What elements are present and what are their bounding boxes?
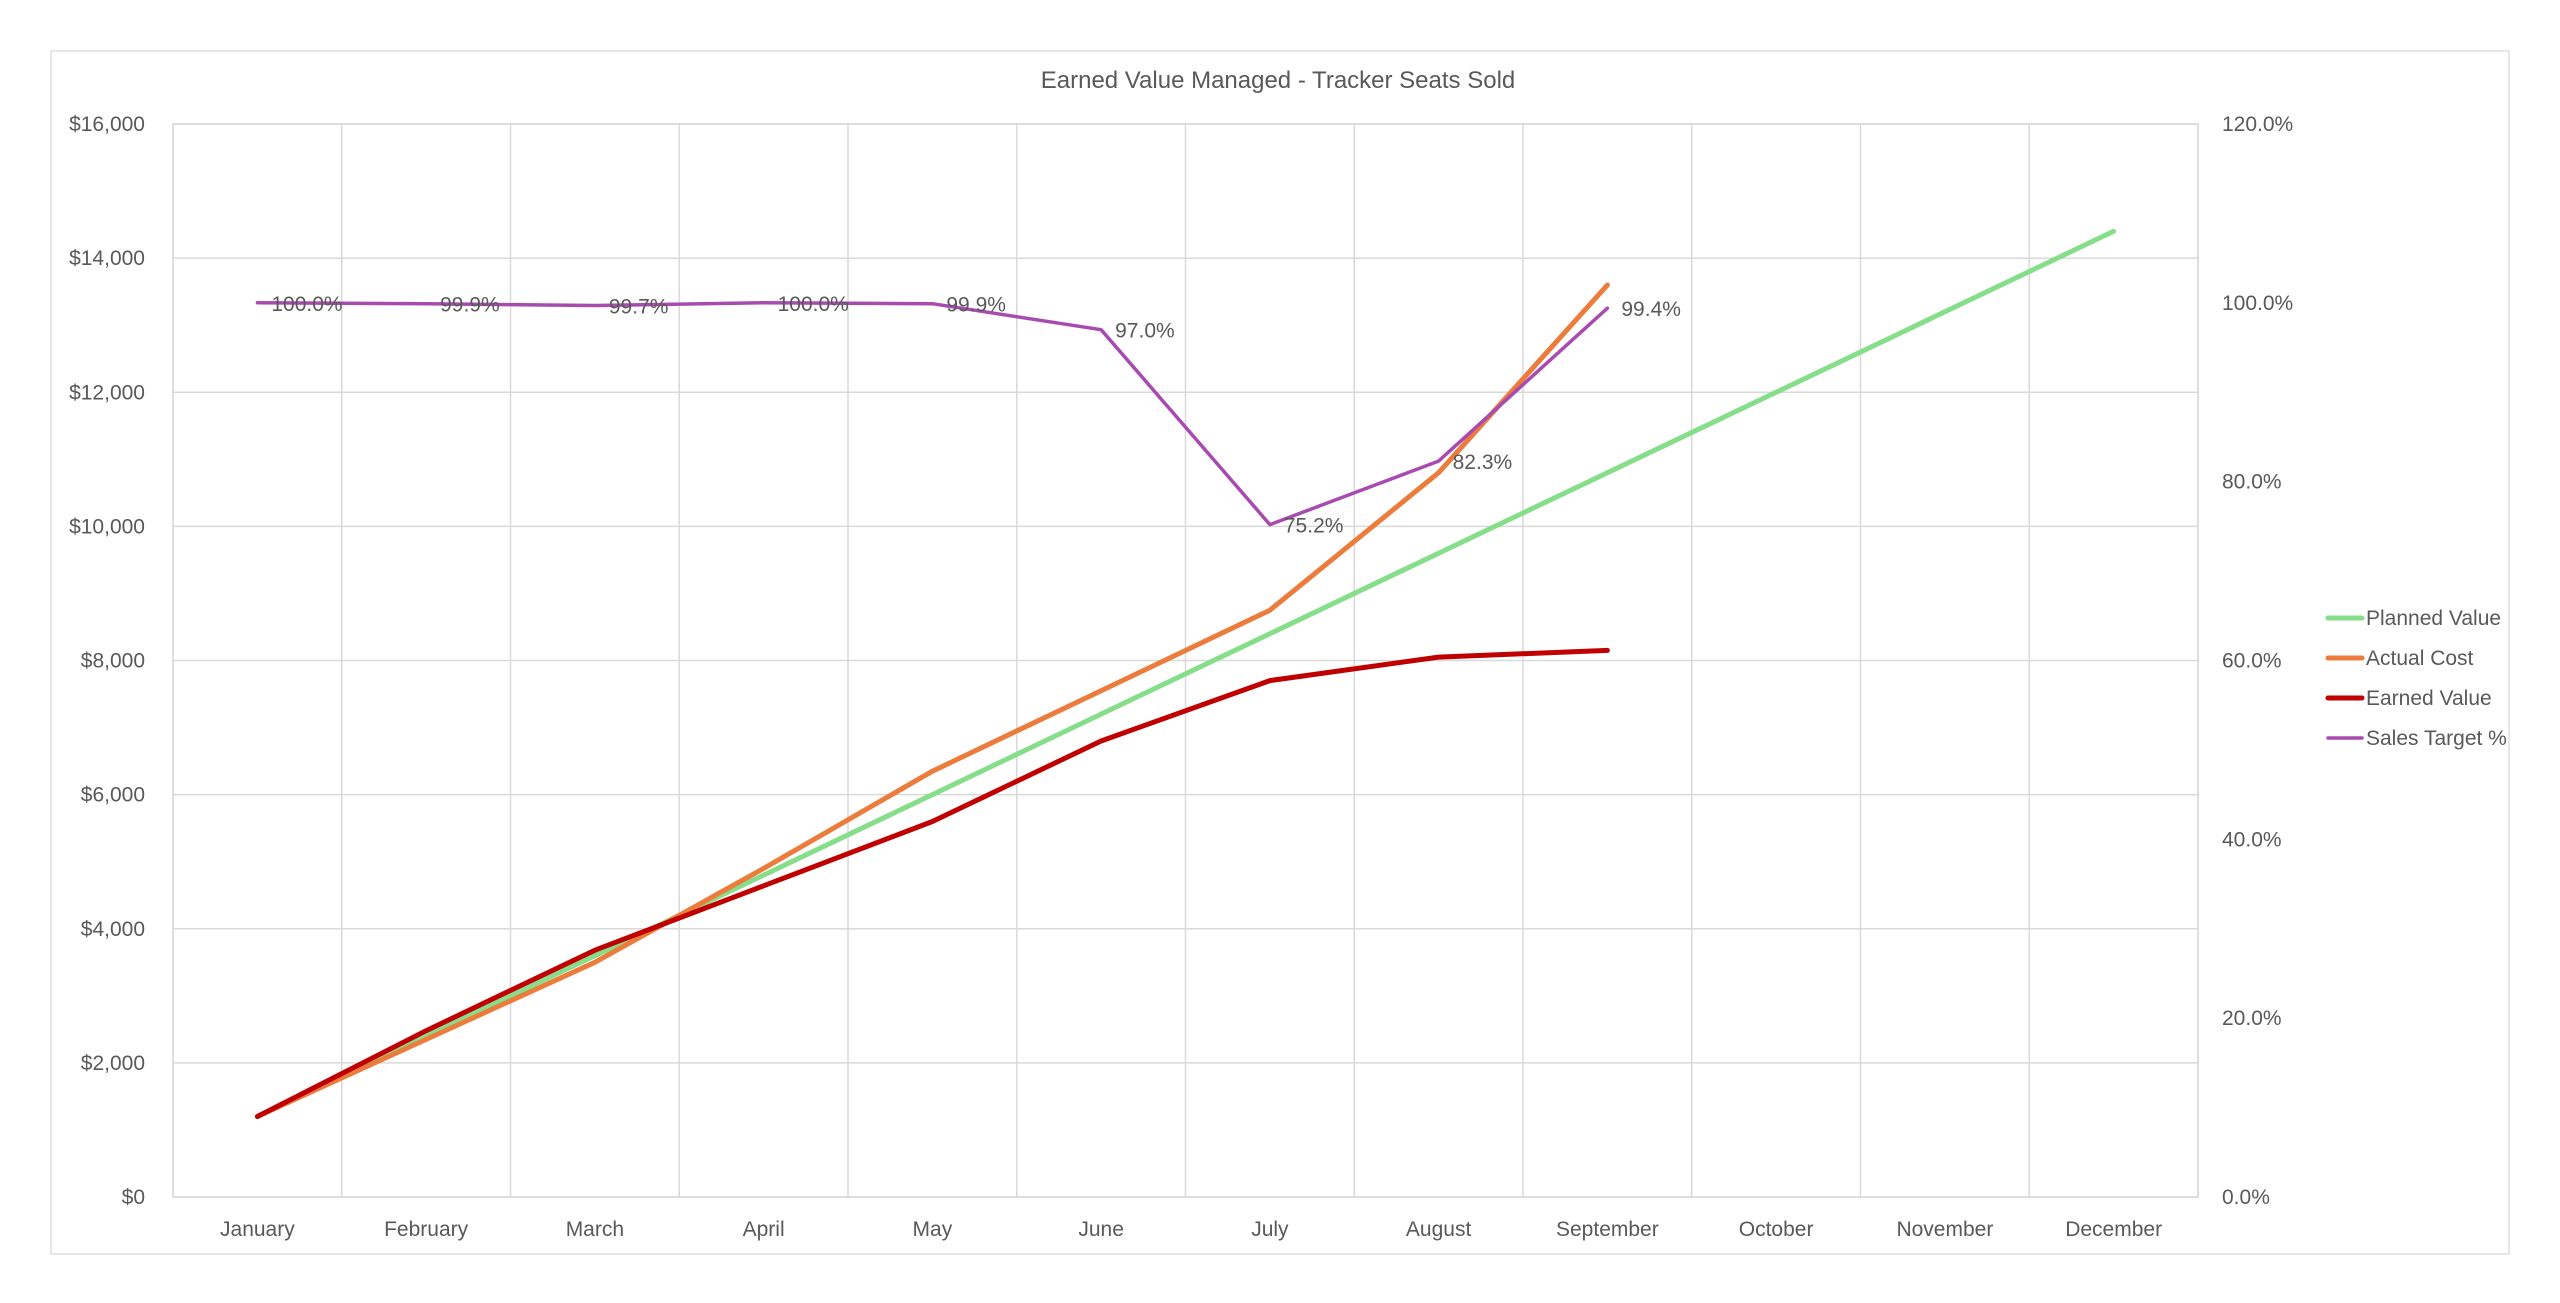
y2-tick-label: 100.0% — [2222, 292, 2293, 315]
series-line — [254, 228, 2117, 1119]
data-label: 100.0% — [778, 293, 849, 316]
data-label: 82.3% — [1453, 451, 1513, 474]
x-axis: January February March April May June July Augu… — [220, 1218, 2162, 1241]
data-label: 97.0% — [1115, 320, 1175, 343]
y2-tick-label: 40.0% — [2222, 828, 2282, 851]
y2-tick-label: 20.0% — [2222, 1007, 2282, 1030]
y-tick-label: $12,000 — [69, 381, 145, 404]
x-tick-label: September — [1556, 1218, 1659, 1241]
x-tick-label: January — [220, 1218, 295, 1241]
legend-label: Sales Target % — [2366, 727, 2507, 750]
data-label: 100.0% — [271, 293, 342, 316]
x-tick-label: February — [384, 1218, 469, 1241]
chart-title: Earned Value Managed - Tracker Seats Sol… — [1041, 67, 1516, 94]
y-tick-label: $0 — [122, 1186, 145, 1209]
y2-tick-label: 80.0% — [2222, 471, 2282, 494]
legend-label: Planned Value — [2366, 607, 2501, 630]
x-tick-label: October — [1739, 1218, 1814, 1241]
y-axis-secondary: 0.0% 20.0% 40.0% 60.0% 80.0% 100.0% 120.0% — [2222, 113, 2293, 1209]
y-tick-label: $8,000 — [81, 650, 145, 673]
data-label: 75.2% — [1284, 515, 1344, 538]
y-axis-primary: $0 $2,000 $4,000 $6,000 $8,000 $10,000 $12,000… — [69, 113, 145, 1209]
data-label: 99.7% — [609, 296, 669, 319]
y2-tick-label: 0.0% — [2222, 1186, 2270, 1209]
y-tick-label: $16,000 — [69, 113, 145, 136]
y-tick-label: $6,000 — [81, 784, 145, 807]
y-tick-label: $14,000 — [69, 247, 145, 270]
data-label: 99.9% — [946, 294, 1006, 317]
legend-label: Earned Value — [2366, 687, 2492, 710]
x-tick-label: May — [913, 1218, 953, 1241]
x-tick-label: March — [566, 1218, 624, 1241]
data-label: 99.4% — [1621, 298, 1681, 321]
legend-label: Actual Cost — [2366, 647, 2474, 670]
x-tick-label: July — [1251, 1218, 1289, 1241]
y-tick-label: $10,000 — [69, 515, 145, 538]
chart-area — [50, 50, 2510, 1255]
series-line — [254, 282, 1610, 1119]
gridlines — [172, 123, 2199, 1198]
y2-tick-label: 120.0% — [2222, 113, 2293, 136]
x-tick-label: August — [1406, 1218, 1472, 1241]
series-lines — [254, 228, 2117, 1119]
data-labels: 100.0% 99.9% 99.7% 100.0% 99.9% 97.0% 75.2% 82.… — [271, 293, 1681, 538]
y2-tick-label: 60.0% — [2222, 650, 2282, 673]
data-label: 99.9% — [440, 294, 500, 317]
series-line — [254, 647, 1610, 1119]
y-tick-label: $2,000 — [81, 1052, 145, 1075]
y-tick-label: $4,000 — [81, 918, 145, 941]
legend: Planned Value Actual Cost Earned Value Sale… — [2325, 607, 2507, 750]
x-tick-label: April — [743, 1218, 785, 1241]
series-line — [255, 301, 1610, 527]
x-tick-label: December — [2065, 1218, 2162, 1241]
x-tick-label: June — [1078, 1218, 1124, 1241]
x-tick-label: November — [1896, 1218, 1993, 1241]
